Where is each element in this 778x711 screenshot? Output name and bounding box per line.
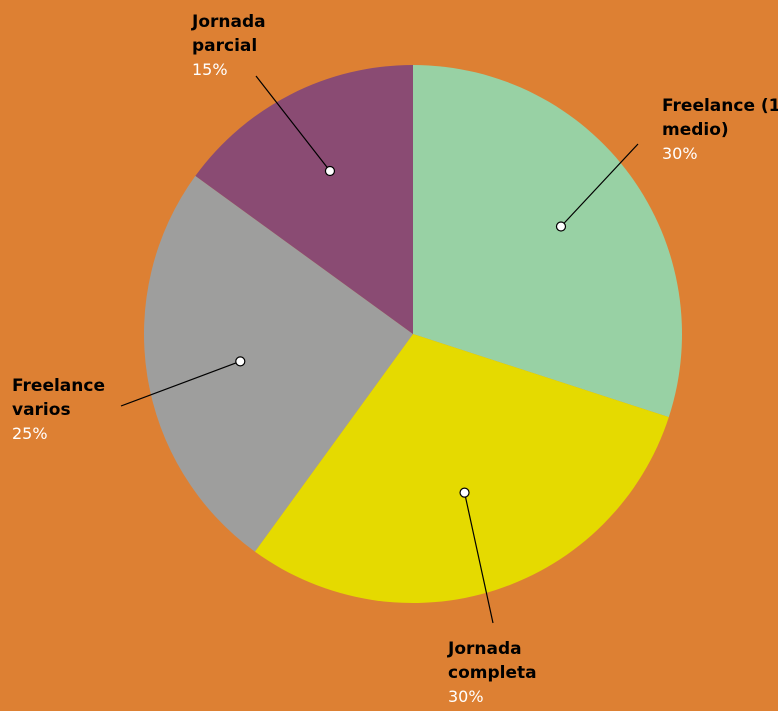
leader-dot-jornada-completa	[459, 487, 470, 498]
pie-slice-freelance-1-medio	[413, 65, 682, 418]
slice-percent-label: 25%	[12, 424, 48, 443]
slice-label-line: medio)	[662, 120, 729, 140]
data-label-jornada-completa: Jornada completa 30%	[447, 639, 537, 706]
slice-label-line: Jornada	[191, 12, 266, 32]
pie-slice-jornada-parcial	[195, 65, 413, 334]
pie-slice-freelance-varios	[143, 175, 414, 552]
data-label-freelance-varios: Freelance varios 25%	[12, 376, 105, 443]
slice-percent-label: 15%	[192, 60, 228, 79]
leader-lines	[120, 75, 639, 624]
slice-label-line: Jornada	[447, 639, 522, 659]
slice-label-line: varios	[12, 400, 71, 420]
leader-line-freelance-varios	[120, 360, 241, 407]
leader-line-jornada-parcial	[255, 75, 331, 172]
slice-label-line: Freelance (1	[662, 96, 778, 116]
slice-labels: Freelance (1medio)30%Jornadacompleta30%F…	[12, 12, 778, 706]
leader-dot-freelance-varios	[235, 356, 246, 367]
slice-label-line: Freelance	[12, 376, 105, 396]
data-label-freelance-1-medio: Freelance (1 medio) 30%	[662, 96, 778, 163]
pie-slices	[143, 65, 682, 603]
slice-percent-label: 30%	[662, 144, 698, 163]
data-label-jornada-parcial: Jornada parcial 15%	[191, 12, 266, 79]
slice-percent-label: 30%	[448, 687, 484, 706]
leader-dot-freelance-1-medio	[555, 221, 567, 232]
pie-slice-jornada-completa	[254, 334, 669, 603]
slice-label-line: parcial	[192, 36, 257, 56]
slice-label-line: completa	[448, 663, 537, 683]
leader-line-jornada-completa	[463, 492, 494, 624]
leader-line-freelance-1-medio	[560, 143, 639, 227]
leader-dot-jornada-parcial	[324, 165, 336, 177]
